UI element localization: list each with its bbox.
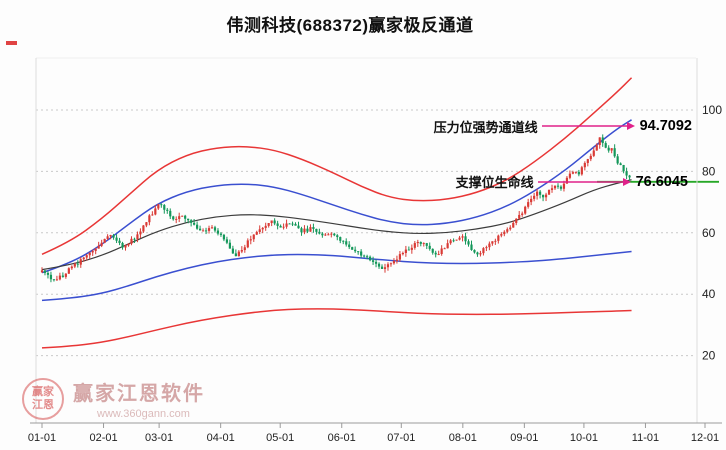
support-label: 支撑位生命线	[455, 175, 534, 191]
support-value: 76.6045	[635, 173, 688, 190]
axes: 100 80 60 40 20 01-01 02-01 03-01 04-01 05-01 06-0…	[28, 57, 722, 444]
channel-line-outer-upper	[41, 77, 633, 255]
x-axis-label: 02-01	[89, 432, 117, 444]
x-axis-label: 10-01	[570, 432, 598, 444]
resistance-value: 94.7092	[639, 118, 692, 135]
channel-line-outer-lower	[41, 308, 632, 349]
resistance-label: 压力位强势通道线	[433, 119, 538, 135]
y-axis-label: 80	[702, 164, 716, 178]
support-arrow-icon	[537, 177, 631, 186]
y-axis-label: 40	[702, 287, 716, 301]
x-axis-label: 12-01	[691, 432, 719, 444]
channel-line-strong-channel	[41, 119, 632, 274]
x-axis-label: 05-01	[266, 432, 294, 444]
x-axis-label: 06-01	[328, 432, 356, 444]
candlesticks	[40, 134, 631, 283]
x-axis-label: 04-01	[207, 432, 235, 444]
channel-line-weak-channel	[41, 250, 632, 302]
x-axis-label: 08-01	[449, 432, 477, 444]
resistance-arrow-icon	[541, 122, 635, 131]
x-axis-label: 09-01	[510, 432, 538, 444]
x-axis-label: 01-01	[28, 432, 56, 444]
resistance-annotation: 压力位强势通道线 94.7092	[434, 117, 692, 135]
channel-lines	[41, 77, 633, 349]
y-axis-label: 20	[702, 349, 716, 363]
y-axis-label: 60	[702, 226, 716, 240]
support-annotation: 支撑位生命线 76.6045	[456, 173, 688, 191]
y-axis-label: 100	[702, 103, 722, 117]
channel-line-lifeline	[41, 179, 632, 271]
x-axis-label: 11-01	[632, 432, 659, 444]
red-tick-mark	[6, 41, 17, 45]
x-axis-label: 03-01	[145, 432, 173, 444]
page-title: 伟测科技(688372)赢家极反通道	[226, 16, 474, 35]
gridlines	[36, 109, 696, 357]
x-axis-label: 07-01	[387, 432, 415, 444]
